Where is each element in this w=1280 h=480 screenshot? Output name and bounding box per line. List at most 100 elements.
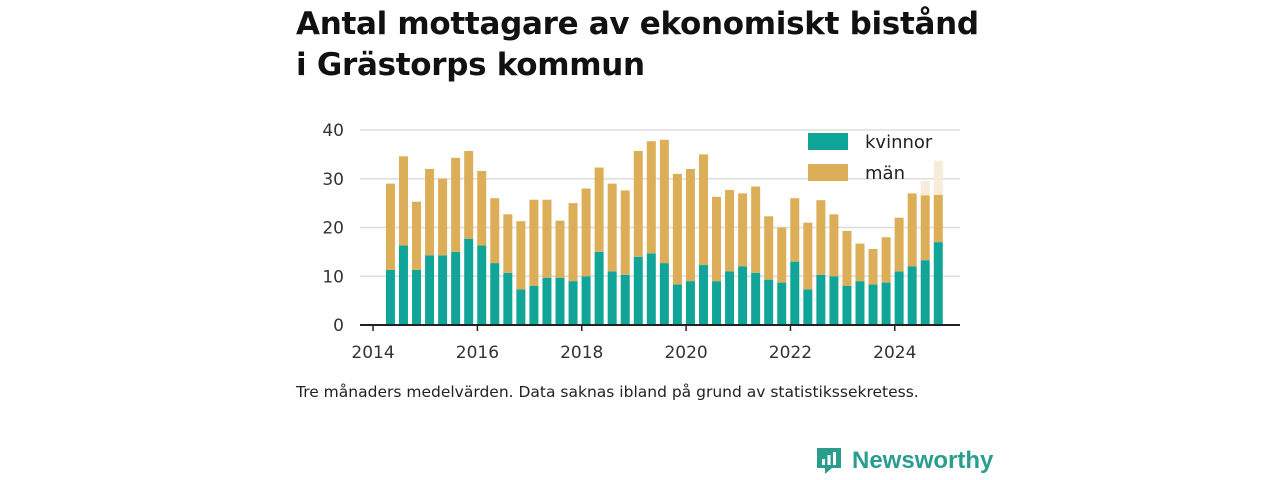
bar-kvinnor — [725, 271, 735, 325]
bar-man — [464, 150, 474, 239]
bar-man — [503, 214, 513, 273]
chart-title-line-1: Antal mottagare av ekonomiskt bistånd — [296, 6, 979, 42]
bar-kvinnor — [529, 286, 539, 325]
bar-man — [777, 227, 787, 283]
bar-kvinnor — [412, 269, 422, 325]
brand-logo: Newsworthy — [814, 446, 993, 476]
bar-man — [542, 199, 552, 278]
bar-kvinnor — [490, 263, 500, 325]
bar-man — [477, 170, 487, 246]
newsworthy-logo-icon — [817, 448, 841, 474]
bar-man — [712, 196, 722, 282]
bar-man — [868, 248, 878, 285]
y-tick-label: 40 — [322, 121, 344, 141]
bar-kvinnor — [907, 266, 917, 325]
bar-kvinnor — [764, 279, 774, 325]
bar-kvinnor — [698, 265, 708, 325]
bar-kvinnor — [581, 276, 591, 325]
bar-man — [790, 198, 800, 262]
bar-kvinnor — [385, 269, 395, 325]
bar-man — [855, 243, 865, 282]
chart-title-line-2: i Grästorps kommun — [296, 47, 645, 83]
y-tick-label: 0 — [333, 316, 344, 336]
bar-kvinnor — [685, 281, 695, 325]
bar-man — [894, 217, 904, 272]
bar-kvinnor — [398, 245, 408, 325]
bar-man — [659, 139, 669, 264]
bar-man — [529, 199, 539, 286]
bar-man — [933, 194, 943, 243]
bar-kvinnor — [855, 281, 865, 325]
bar-man — [412, 201, 422, 270]
bar-man — [685, 169, 695, 282]
bar-kvinnor — [516, 289, 526, 325]
bar-man-faded — [920, 180, 930, 196]
bar-man — [725, 189, 735, 272]
bar-kvinnor — [751, 272, 761, 325]
x-tick-label: 2022 — [769, 343, 812, 363]
bar-man — [764, 216, 774, 280]
bar-kvinnor — [920, 260, 930, 325]
bar-man — [816, 200, 826, 275]
bar-man-faded — [933, 160, 943, 195]
legend-swatch-man — [808, 164, 848, 181]
chart-title: Antal mottagare av ekonomiskt bistånd i … — [296, 4, 1016, 86]
bar-kvinnor — [503, 272, 513, 325]
bar-kvinnor — [712, 281, 722, 325]
bar-man — [672, 173, 682, 285]
bar-kvinnor — [894, 271, 904, 325]
bar-kvinnor — [646, 253, 656, 325]
bar-man — [568, 203, 578, 282]
bar-kvinnor — [438, 255, 448, 325]
brand-name: Newsworthy — [852, 447, 994, 474]
bar-man — [451, 157, 461, 252]
bar-kvinnor — [933, 242, 943, 325]
bar-kvinnor — [777, 282, 787, 325]
x-tick-label: 2016 — [456, 343, 499, 363]
bar-kvinnor — [594, 251, 604, 325]
bar-kvinnor — [633, 256, 643, 325]
bar-man — [881, 237, 891, 283]
bar-kvinnor — [464, 238, 474, 325]
bar-kvinnor — [881, 282, 891, 325]
y-tick-label: 30 — [322, 170, 344, 190]
bar-kvinnor — [451, 251, 461, 325]
legend-swatch-kvinnor — [808, 133, 848, 150]
bar-man — [398, 156, 408, 246]
bar-man — [842, 230, 852, 286]
bar-kvinnor — [425, 255, 435, 325]
bar-kvinnor — [816, 274, 826, 325]
bar-man — [920, 195, 930, 261]
bar-man — [829, 214, 839, 277]
bar-kvinnor — [542, 277, 552, 325]
bar-man — [646, 141, 656, 254]
bar-kvinnor — [842, 286, 852, 325]
bar-man — [738, 193, 748, 267]
bar-man — [425, 169, 435, 256]
x-tick-label: 2014 — [351, 343, 394, 363]
stacked-bar-chart: 0 10 20 30 40 2014 2016 2018 2020 2022 2024 kvinnor… — [322, 121, 960, 363]
bar-man — [751, 186, 761, 273]
bar-man — [490, 198, 500, 264]
bar-man — [581, 188, 591, 277]
bar-kvinnor — [555, 277, 565, 325]
bar-man — [698, 154, 708, 266]
legend-label-kvinnor: kvinnor — [865, 132, 933, 153]
bar-man — [385, 183, 395, 270]
bar-man — [633, 150, 643, 257]
bar-man — [594, 167, 604, 252]
chart-footnote: Tre månaders medelvärden. Data saknas ib… — [296, 383, 919, 401]
bar-kvinnor — [803, 289, 813, 325]
bar-kvinnor — [620, 274, 630, 325]
x-tick-label: 2024 — [873, 343, 916, 363]
bar-kvinnor — [738, 266, 748, 325]
bar-man — [620, 190, 630, 275]
bar-kvinnor — [607, 271, 617, 325]
x-tick-label: 2020 — [664, 343, 707, 363]
bar-man — [607, 183, 617, 272]
bar-kvinnor — [477, 245, 487, 325]
y-tick-label: 20 — [322, 219, 344, 239]
bar-kvinnor — [868, 284, 878, 325]
bar-man — [516, 221, 526, 290]
x-tick-label: 2018 — [560, 343, 603, 363]
